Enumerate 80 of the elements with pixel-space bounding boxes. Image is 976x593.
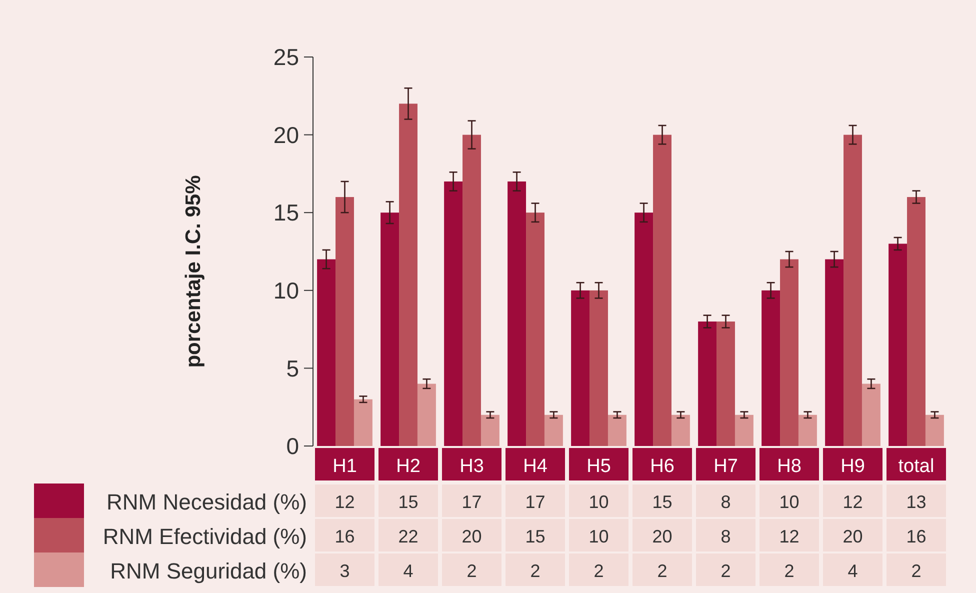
bar bbox=[590, 290, 608, 446]
data-label: 4 bbox=[403, 561, 414, 582]
bar bbox=[671, 414, 690, 446]
x-tick-label: H2 bbox=[396, 456, 420, 477]
y-tick-label: 20 bbox=[273, 122, 299, 148]
data-label: 3 bbox=[340, 561, 350, 582]
bar bbox=[925, 414, 944, 446]
x-tick-label: H6 bbox=[650, 456, 674, 477]
bar bbox=[544, 414, 563, 446]
y-tick-label: 15 bbox=[273, 200, 299, 226]
data-label: 4 bbox=[848, 561, 858, 582]
data-label: 2 bbox=[530, 561, 540, 582]
x-tick-label: total bbox=[898, 456, 934, 477]
data-label: 8 bbox=[720, 526, 731, 547]
data-label: 2 bbox=[657, 561, 668, 582]
data-label: 20 bbox=[842, 526, 863, 547]
bar bbox=[608, 414, 626, 446]
bar bbox=[399, 104, 418, 446]
bar bbox=[798, 414, 817, 446]
data-label: 2 bbox=[466, 561, 477, 582]
data-label: 15 bbox=[525, 526, 546, 547]
bar bbox=[417, 384, 436, 446]
data-label: 10 bbox=[588, 526, 609, 547]
data-label: 10 bbox=[588, 492, 609, 512]
bar bbox=[653, 134, 672, 446]
bar bbox=[380, 212, 400, 446]
bar bbox=[480, 414, 500, 446]
data-label: 16 bbox=[906, 526, 926, 547]
bar bbox=[462, 134, 481, 446]
data-label: 12 bbox=[842, 492, 863, 512]
bar bbox=[317, 259, 336, 446]
bar bbox=[734, 414, 754, 446]
legend-label: RNM Seguridad (%) bbox=[110, 558, 307, 584]
data-label: 10 bbox=[779, 492, 800, 512]
data-label: 2 bbox=[594, 561, 604, 582]
bar bbox=[634, 212, 654, 446]
x-tick-label: H3 bbox=[460, 456, 484, 477]
data-label: 12 bbox=[334, 492, 355, 512]
y-tick-label: 5 bbox=[286, 355, 299, 382]
bar bbox=[336, 197, 354, 446]
data-label: 20 bbox=[462, 526, 482, 547]
x-tick-label: H7 bbox=[714, 456, 738, 477]
x-tick-label: H9 bbox=[840, 456, 865, 477]
y-tick-label: 25 bbox=[273, 44, 299, 70]
data-label: 8 bbox=[720, 492, 731, 512]
bar bbox=[862, 384, 880, 446]
data-label: 2 bbox=[720, 561, 731, 582]
bar bbox=[844, 134, 862, 446]
bar bbox=[907, 197, 926, 446]
data-label: 2 bbox=[784, 561, 794, 582]
data-label: 16 bbox=[334, 526, 355, 547]
y-tick-label: 10 bbox=[273, 277, 299, 304]
bar bbox=[762, 290, 780, 446]
bar bbox=[698, 322, 717, 446]
bar bbox=[716, 322, 735, 446]
data-label: 22 bbox=[398, 526, 418, 547]
bar bbox=[444, 181, 463, 446]
x-tick-label: H4 bbox=[523, 456, 548, 477]
bar bbox=[780, 259, 798, 446]
y-tick-label: 0 bbox=[286, 433, 299, 460]
bar bbox=[508, 181, 526, 446]
data-label: 20 bbox=[652, 526, 672, 547]
legend-label: RNM Necesidad (%) bbox=[106, 489, 307, 514]
data-label: 17 bbox=[525, 492, 546, 512]
x-tick-label: H1 bbox=[332, 456, 357, 477]
bar bbox=[888, 244, 908, 446]
data-label: 17 bbox=[462, 492, 482, 512]
bar bbox=[354, 399, 372, 446]
x-tick-label: H5 bbox=[586, 456, 611, 477]
data-label: 2 bbox=[911, 561, 922, 582]
bar bbox=[571, 290, 590, 446]
data-label: 12 bbox=[779, 526, 800, 547]
bar bbox=[825, 259, 844, 446]
y-axis-title: porcentaje I.C. 95% bbox=[182, 174, 205, 368]
data-label: 15 bbox=[398, 492, 418, 512]
data-label: 15 bbox=[652, 492, 672, 512]
x-tick-label: H8 bbox=[777, 456, 802, 477]
legend-label: RNM Efectividad (%) bbox=[102, 524, 307, 549]
data-label: 13 bbox=[906, 492, 926, 512]
bar bbox=[526, 212, 544, 446]
